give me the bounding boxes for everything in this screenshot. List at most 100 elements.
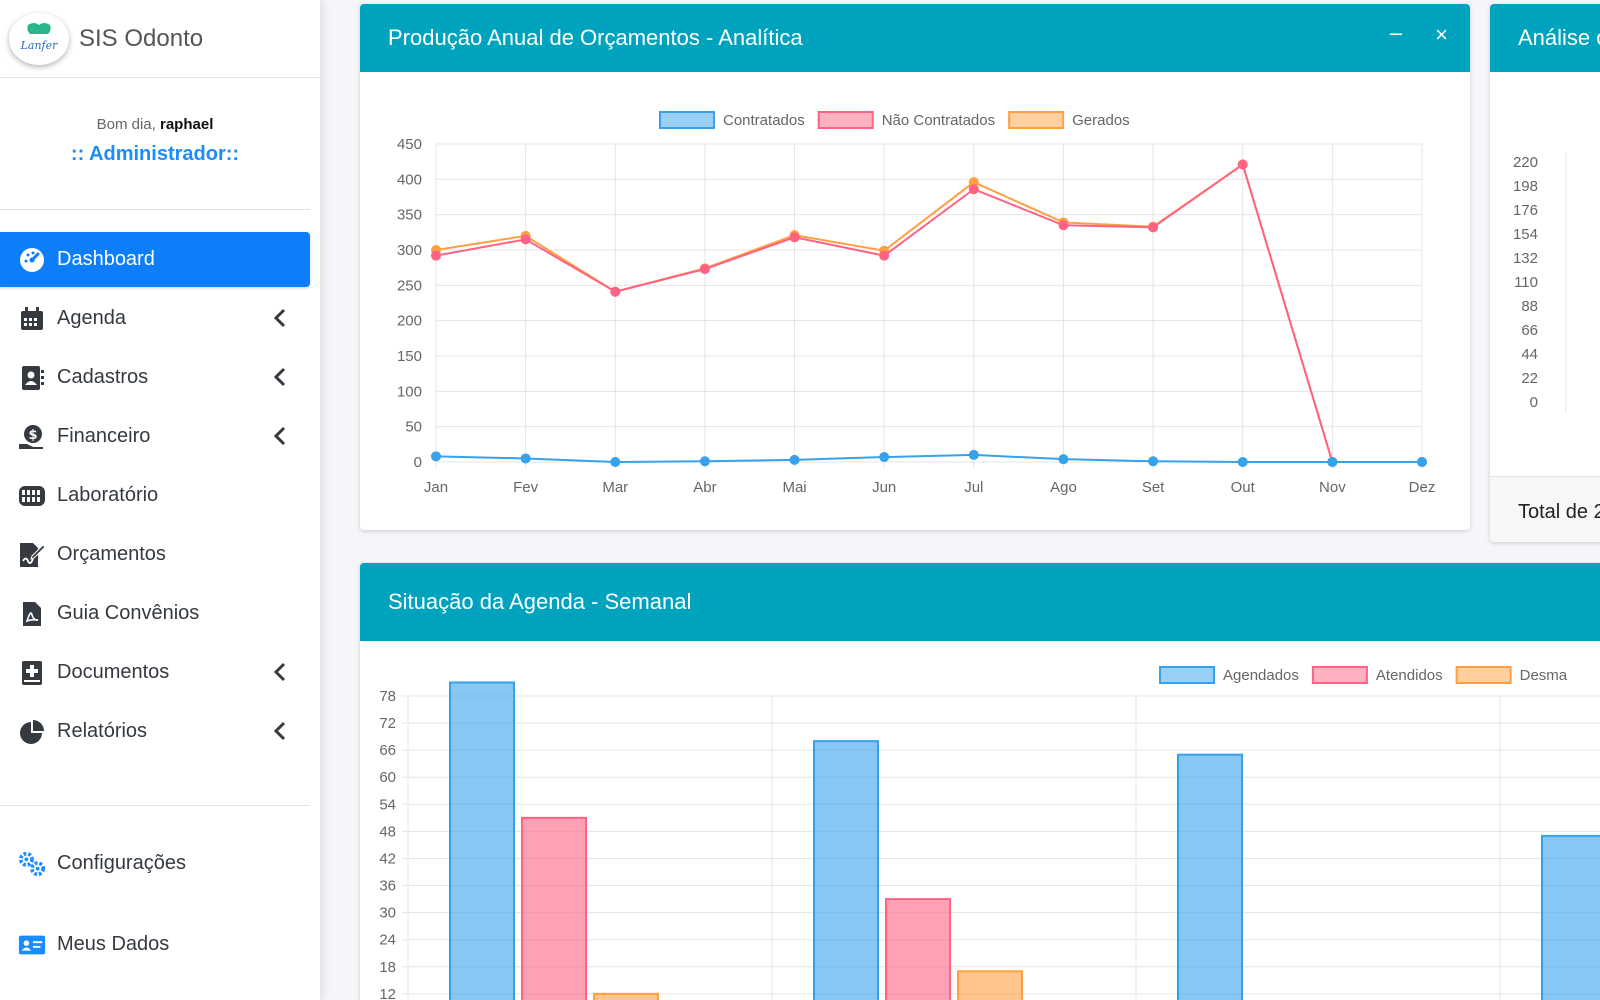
legend-item[interactable]: Contratados [659, 111, 805, 129]
data-point [789, 232, 800, 243]
x-tick-label: Abr [693, 479, 716, 496]
y-tick-label: 400 [397, 171, 422, 188]
footer-total: Total de 2 [1518, 501, 1600, 523]
sidebar-item-label: Guia Convênios [57, 602, 200, 624]
sidebar-item-dashboard[interactable]: Dashboard [0, 232, 310, 287]
y-tick-label: 66 [1521, 322, 1538, 339]
user-panel: Bom dia, raphael :: Administrador:: [0, 78, 310, 210]
legend-item[interactable]: Atendidos [1311, 666, 1443, 684]
bar [1541, 834, 1600, 1000]
sidebar-item-meus-dados[interactable]: Meus Dados [0, 917, 310, 972]
card-header: Produção Anual de Orçamentos - Analítica… [360, 4, 1470, 72]
user-role: :: Administrador:: [70, 143, 240, 165]
data-point [968, 184, 979, 195]
sidebar: Lanfer SIS Odonto Bom dia, raphael :: Ad… [0, 0, 320, 1000]
user-name[interactable]: raphael [160, 116, 214, 133]
card-title: Situação da Agenda - Semanal [388, 589, 692, 614]
series-line [435, 453, 1422, 464]
y-tick-label: 0 [1530, 394, 1538, 411]
bar [813, 740, 879, 1000]
legend-item[interactable]: Desma [1455, 666, 1568, 684]
x-tick-label: Jun [872, 479, 896, 496]
y-tick-label: 60 [379, 769, 396, 786]
sidebar-item-documentos[interactable]: Documentos [0, 645, 310, 700]
y-tick-label: 176 [1513, 202, 1538, 219]
data-point [610, 286, 621, 297]
tooth-logo-icon: Lanfer [20, 22, 59, 52]
data-point [1327, 457, 1338, 467]
y-tick-label: 50 [405, 419, 422, 436]
y-tick-label: 150 [397, 348, 422, 365]
data-point [431, 250, 441, 261]
data-point [610, 457, 621, 467]
svg-text:Lanfer: Lanfer [20, 39, 59, 52]
bar [521, 816, 587, 1000]
sidebar-item-laboratorio[interactable]: Laboratório [0, 468, 310, 523]
sidebar-item-relatorios[interactable]: Relatórios [0, 704, 310, 759]
brand[interactable]: Lanfer SIS Odonto [0, 0, 320, 78]
bar [1177, 753, 1243, 1000]
address-book-icon [18, 364, 46, 392]
sidebar-item-guia-convenios[interactable]: Guia Convênios [0, 586, 310, 641]
data-point [1237, 159, 1248, 170]
series-line [435, 162, 1422, 463]
legend-swatch [1159, 666, 1215, 684]
bar [957, 970, 1023, 1000]
legend-swatch [817, 111, 874, 129]
sidebar-item-cadastros[interactable]: Cadastros [0, 350, 310, 405]
y-tick-label: 22 [1521, 370, 1538, 387]
y-tick-label: 44 [1521, 346, 1538, 363]
data-point [520, 234, 531, 245]
legend-label: Não Contratados [882, 112, 995, 129]
y-tick-label: 72 [379, 715, 396, 732]
sidebar-item-agenda[interactable]: Agenda [0, 291, 310, 346]
pie-chart-icon [18, 718, 46, 746]
series-line [435, 162, 1422, 463]
x-tick-label: Fev [513, 479, 539, 496]
cogs-icon [18, 850, 46, 878]
close-button[interactable]: × [1435, 22, 1448, 47]
data-point [879, 452, 890, 463]
y-tick-label: 48 [379, 823, 396, 840]
x-tick-label: Nov [1319, 479, 1346, 496]
y-tick-label: 88 [1521, 298, 1538, 315]
legend-swatch [659, 111, 715, 129]
money-icon: $ [18, 423, 46, 451]
legend-item[interactable]: Não Contratados [817, 111, 995, 129]
card-title: Produção Anual de Orçamentos - Analítica [388, 25, 803, 50]
file-signature-icon [18, 541, 46, 569]
sidebar-item-label: Agenda [57, 307, 126, 329]
greeting: Bom dia, raphael [0, 116, 310, 133]
data-point [1148, 222, 1159, 233]
id-card-icon [18, 931, 46, 959]
file-pdf-icon [18, 600, 46, 628]
y-tick-label: 30 [379, 905, 396, 922]
data-point [968, 449, 979, 460]
card-footer: Total de 2 [1490, 476, 1600, 542]
y-tick-label: 78 [379, 688, 396, 705]
sidebar-item-financeiro[interactable]: $ Financeiro [0, 409, 310, 464]
sidebar-item-orcamentos[interactable]: Orçamentos [0, 527, 310, 582]
card-title: Análise c [1518, 25, 1600, 50]
legend-label: Desma [1520, 667, 1568, 684]
main-nav: Dashboard Agenda Cadastros $ Financeiro [0, 232, 320, 759]
calendar-icon [18, 305, 46, 333]
x-tick-label: Mai [782, 479, 806, 496]
legend-label: Gerados [1072, 112, 1130, 129]
x-tick-label: Jul [964, 479, 983, 496]
chevron-left-icon [273, 721, 286, 747]
legend-item[interactable]: Agendados [1159, 666, 1299, 684]
minimize-button[interactable]: – [1389, 20, 1402, 45]
x-tick-label: Out [1231, 479, 1256, 496]
y-tick-label: 100 [397, 383, 422, 400]
y-tick-label: 42 [379, 850, 396, 867]
data-point [1058, 220, 1069, 231]
legend-swatch [1008, 111, 1065, 129]
sidebar-item-configuracoes[interactable]: Configurações [0, 836, 310, 891]
y-tick-label: 66 [379, 742, 396, 759]
data-point [879, 250, 890, 261]
legend-item[interactable]: Gerados [1008, 111, 1130, 129]
y-tick-label: 350 [397, 207, 422, 224]
weekly-bar-chart: AgendadosAtendidosDesma61218243036424854… [379, 666, 1600, 1000]
y-tick-label: 12 [379, 986, 396, 1000]
